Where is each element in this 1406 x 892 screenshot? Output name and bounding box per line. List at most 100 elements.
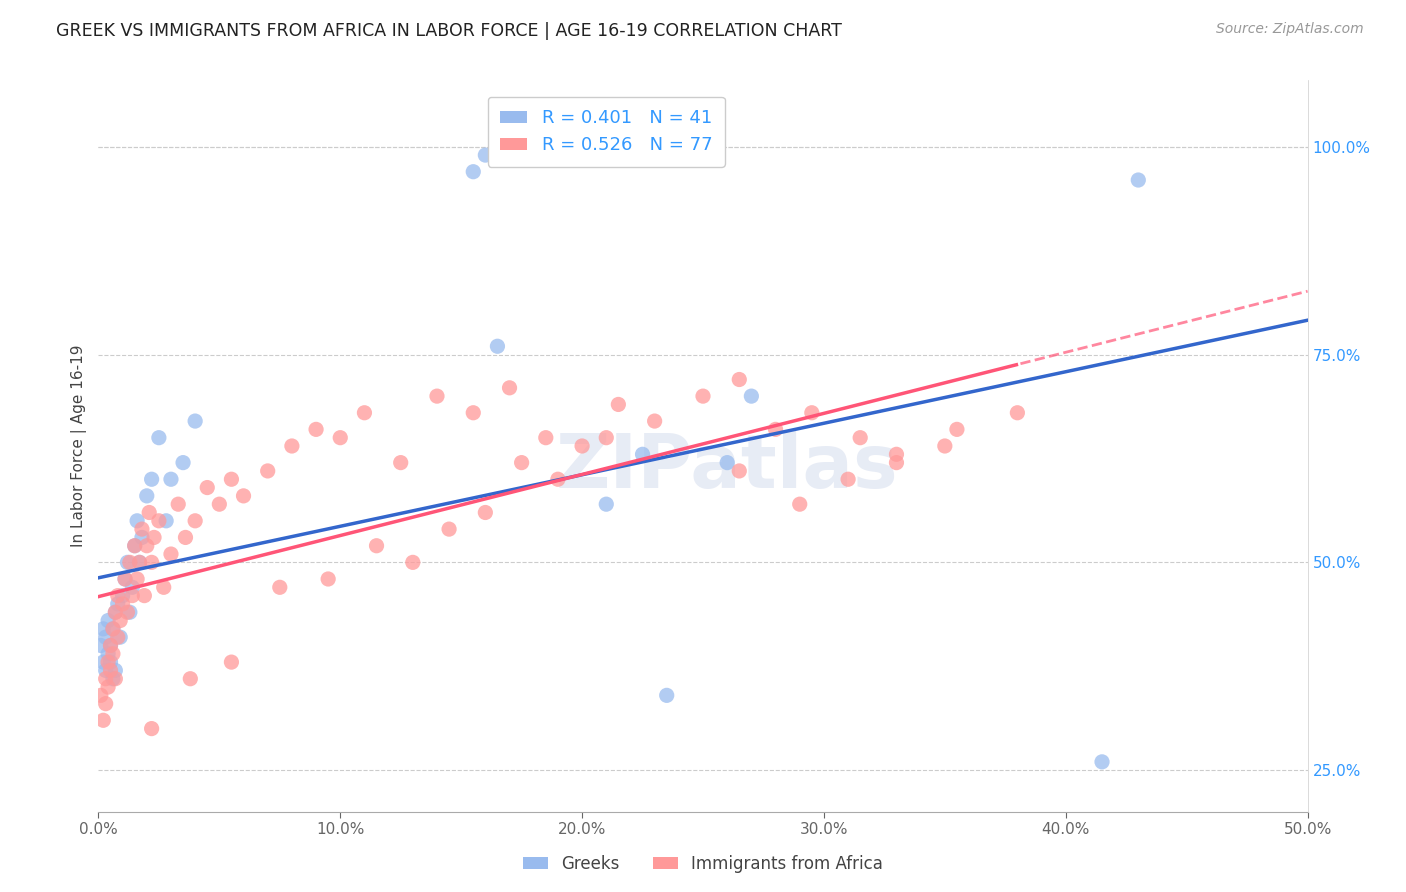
Point xyxy=(221,472,243,486)
Point xyxy=(437,522,460,536)
Point xyxy=(128,555,150,569)
Point xyxy=(221,655,243,669)
Point xyxy=(90,689,112,703)
Point xyxy=(155,514,177,528)
Point xyxy=(107,597,129,611)
Point xyxy=(174,530,197,544)
Point xyxy=(94,664,117,678)
Point xyxy=(389,456,412,470)
Y-axis label: In Labor Force | Age 16-19: In Labor Force | Age 16-19 xyxy=(72,344,87,548)
Point xyxy=(111,597,134,611)
Point xyxy=(595,497,617,511)
Point xyxy=(353,406,375,420)
Point xyxy=(100,664,122,678)
Point xyxy=(104,605,127,619)
Point xyxy=(534,431,557,445)
Point xyxy=(141,472,163,486)
Point xyxy=(91,622,114,636)
Point xyxy=(114,572,136,586)
Point xyxy=(607,397,630,411)
Point xyxy=(152,580,174,594)
Point xyxy=(114,572,136,586)
Point xyxy=(94,697,117,711)
Point xyxy=(728,372,751,386)
Legend: R = 0.401   N = 41, R = 0.526   N = 77: R = 0.401 N = 41, R = 0.526 N = 77 xyxy=(488,96,725,167)
Point xyxy=(329,431,352,445)
Point xyxy=(143,530,166,544)
Point xyxy=(655,689,678,703)
Point xyxy=(631,447,654,461)
Point xyxy=(124,539,146,553)
Point xyxy=(269,580,291,594)
Point xyxy=(107,630,129,644)
Point xyxy=(463,165,485,179)
Point xyxy=(184,514,207,528)
Point xyxy=(281,439,304,453)
Point xyxy=(97,647,120,661)
Point xyxy=(160,547,183,561)
Point xyxy=(800,406,823,420)
Point xyxy=(117,605,139,619)
Point xyxy=(94,630,117,644)
Point xyxy=(148,431,170,445)
Point xyxy=(104,605,127,619)
Point xyxy=(97,614,120,628)
Point xyxy=(547,472,569,486)
Point xyxy=(765,422,787,436)
Text: GREEK VS IMMIGRANTS FROM AFRICA IN LABOR FORCE | AGE 16-19 CORRELATION CHART: GREEK VS IMMIGRANTS FROM AFRICA IN LABOR… xyxy=(56,22,842,40)
Point xyxy=(426,389,449,403)
Point xyxy=(486,339,509,353)
Point xyxy=(740,389,762,403)
Point xyxy=(474,506,496,520)
Point xyxy=(366,539,388,553)
Text: Source: ZipAtlas.com: Source: ZipAtlas.com xyxy=(1216,22,1364,37)
Point xyxy=(97,655,120,669)
Point xyxy=(97,680,120,694)
Point xyxy=(474,148,496,162)
Point xyxy=(91,655,114,669)
Point xyxy=(1128,173,1150,187)
Point xyxy=(402,555,425,569)
Point xyxy=(101,622,124,636)
Point xyxy=(160,472,183,486)
Point xyxy=(184,414,207,428)
Point xyxy=(1091,755,1114,769)
Point xyxy=(141,722,163,736)
Point xyxy=(121,580,143,594)
Point xyxy=(128,555,150,569)
Point xyxy=(167,497,190,511)
Point xyxy=(101,622,124,636)
Point xyxy=(108,614,131,628)
Point xyxy=(849,431,872,445)
Point xyxy=(131,530,153,544)
Point xyxy=(124,539,146,553)
Point xyxy=(117,555,139,569)
Point xyxy=(316,572,339,586)
Point xyxy=(104,664,127,678)
Point xyxy=(716,456,738,470)
Point xyxy=(135,539,157,553)
Point xyxy=(789,497,811,511)
Point xyxy=(195,481,218,495)
Point xyxy=(946,422,969,436)
Point xyxy=(90,639,112,653)
Point xyxy=(91,714,114,728)
Point xyxy=(498,381,520,395)
Point xyxy=(305,422,328,436)
Point xyxy=(104,672,127,686)
Point xyxy=(692,389,714,403)
Point xyxy=(107,589,129,603)
Point xyxy=(837,472,859,486)
Point xyxy=(232,489,254,503)
Point xyxy=(510,456,533,470)
Point xyxy=(127,572,149,586)
Point xyxy=(886,447,908,461)
Point xyxy=(172,456,194,470)
Point xyxy=(728,464,751,478)
Point xyxy=(138,506,160,520)
Point xyxy=(100,639,122,653)
Point xyxy=(134,589,156,603)
Point xyxy=(108,630,131,644)
Point xyxy=(934,439,956,453)
Point xyxy=(111,589,134,603)
